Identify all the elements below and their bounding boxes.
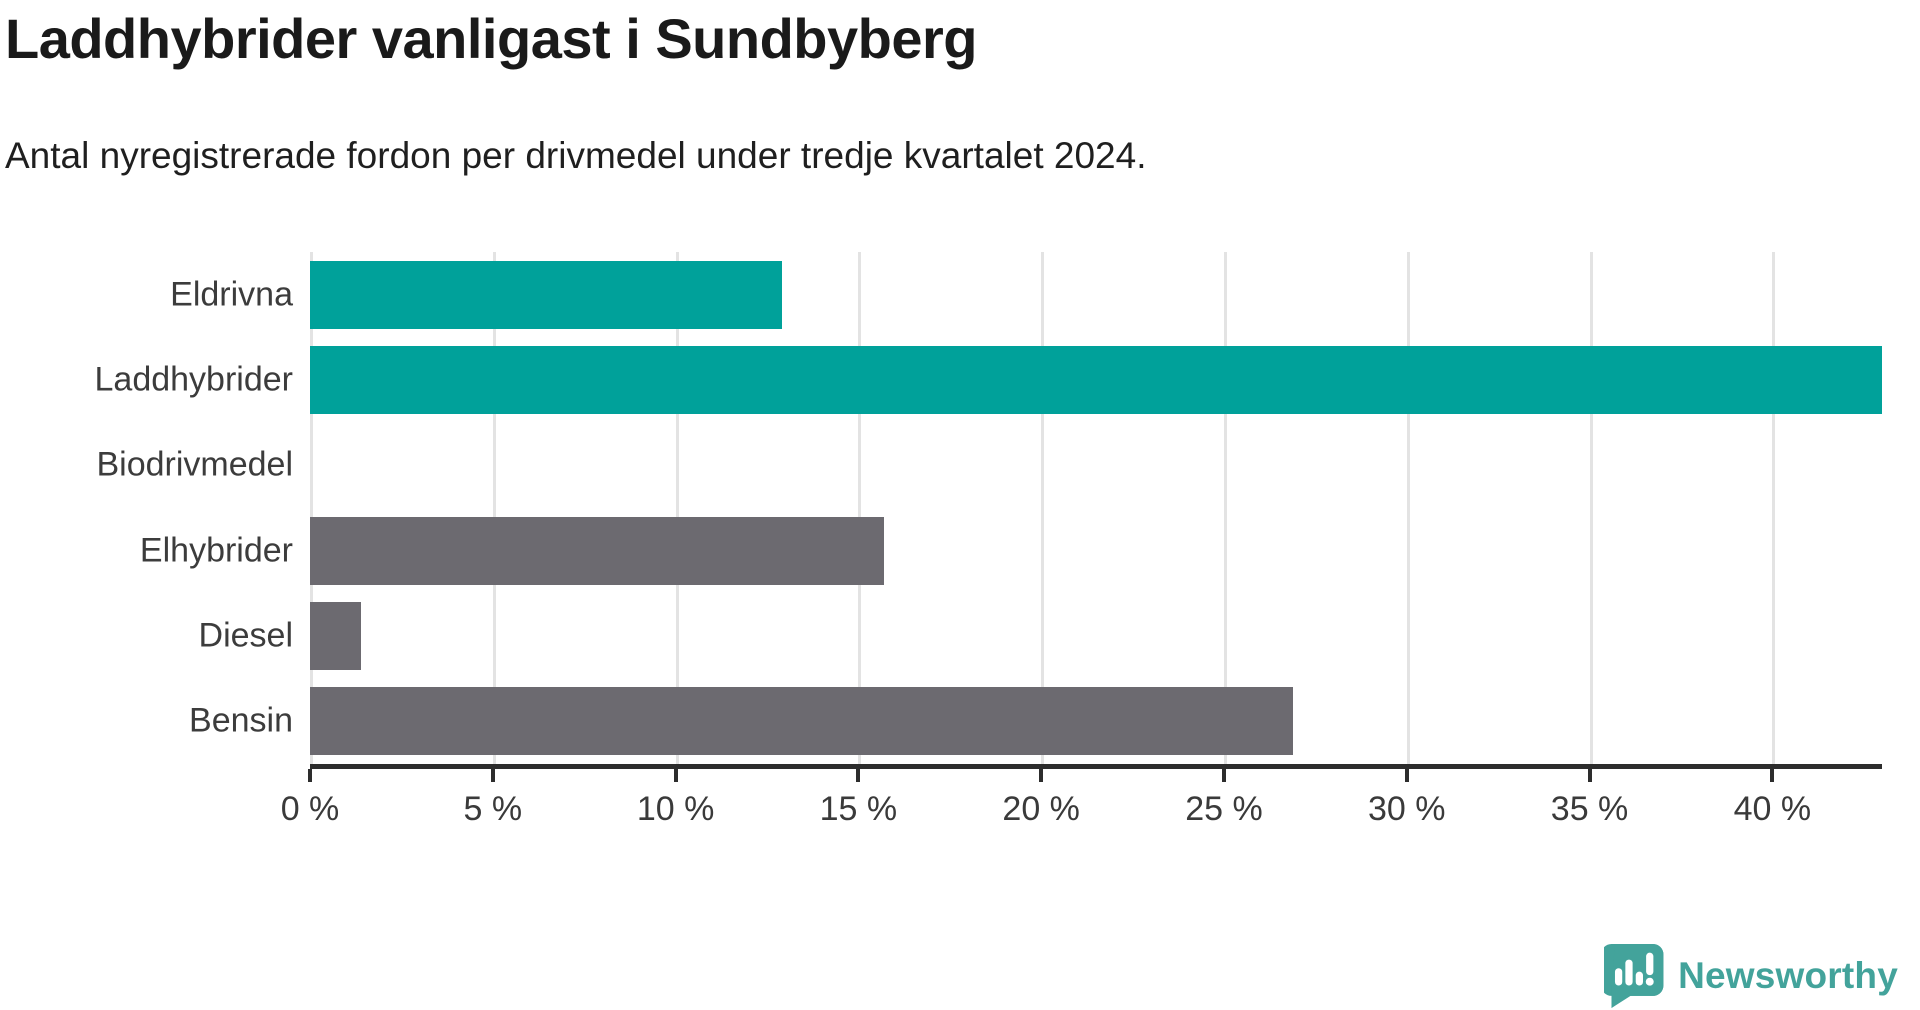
category-label-diesel: Diesel	[198, 616, 293, 655]
chart-subtitle: Antal nyregistrerade fordon per drivmede…	[5, 135, 1147, 176]
category-label-elhybrider: Elhybrider	[139, 531, 293, 570]
bar-bensin	[310, 687, 1294, 756]
tick-mark-20	[1039, 769, 1044, 782]
bar-row-eldrivna: Eldrivna	[170, 252, 1882, 337]
tick-label-10: 10 %	[636, 790, 715, 828]
tick-mark-35	[1587, 769, 1592, 782]
tick-mark-30	[1404, 769, 1409, 782]
tick-label-35: 35 %	[1550, 790, 1629, 828]
newsworthy-logo-text: Newsworthy	[1678, 955, 1898, 996]
x-axis-line	[310, 764, 1882, 769]
gridline-35	[1589, 252, 1593, 764]
chart-title: Laddhybrider vanligast i Sundbyberg	[5, 7, 978, 70]
bar-row-biodrivmedel: Biodrivmedel	[96, 423, 1882, 508]
bar-diesel	[310, 601, 362, 670]
bar-row-bensin: Bensin	[189, 679, 1882, 764]
tick-label-25: 25 %	[1185, 790, 1263, 828]
tick-label-40: 40 %	[1733, 790, 1812, 828]
tick-mark-0	[308, 769, 312, 782]
gridline-0	[310, 252, 313, 764]
newsworthy-logo: Newsworthy	[1604, 944, 1898, 1008]
gridline-15	[858, 252, 862, 764]
bar-row-laddhybrider: Laddhybrider	[95, 337, 1882, 422]
category-label-eldrivna: Eldrivna	[170, 275, 293, 314]
bar-chart-plot-area: Eldrivna Laddhybrider Biodrivmedel Elhybrid…	[95, 252, 1882, 828]
category-label-biodrivmedel: Biodrivmedel	[96, 445, 293, 484]
bar-elhybrider	[310, 516, 884, 585]
category-label-bensin: Bensin	[189, 701, 293, 740]
tick-label-20: 20 %	[1002, 790, 1080, 828]
gridline-10	[675, 252, 679, 764]
bar-row-elhybrider: Elhybrider	[140, 508, 1882, 593]
tick-mark-25	[1221, 769, 1226, 782]
tick-mark-10	[673, 769, 678, 782]
bar-eldrivna	[310, 260, 782, 329]
bar-row-diesel: Diesel	[199, 593, 1882, 678]
bar-rows-layer: Eldrivna Laddhybrider Biodrivmedel Elhybrid…	[95, 252, 1882, 764]
tick-label-15: 15 %	[819, 790, 898, 828]
tick-label-5: 5 %	[463, 790, 523, 828]
gridline-5	[492, 252, 496, 764]
gridline-20	[1041, 252, 1045, 764]
tick-mark-15	[856, 769, 861, 782]
gridline-40	[1772, 252, 1776, 764]
tick-label-30: 30 %	[1367, 790, 1446, 828]
newsworthy-logo-icon	[1604, 944, 1664, 1008]
category-label-laddhybrider: Laddhybrider	[94, 360, 293, 399]
bar-laddhybrider	[310, 345, 1882, 414]
gridline-30	[1406, 252, 1410, 764]
tick-mark-40	[1770, 769, 1775, 782]
tick-label-0: 0 %	[280, 790, 340, 828]
tick-mark-5	[490, 769, 495, 782]
gridline-25	[1223, 252, 1227, 764]
